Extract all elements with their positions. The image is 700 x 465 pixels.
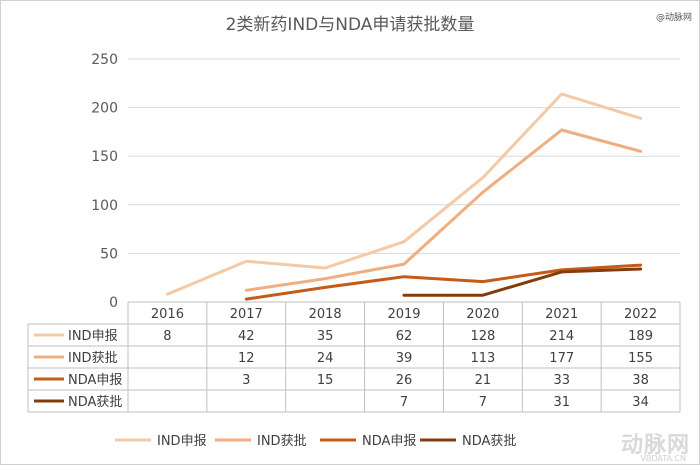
- table-cell-value: 31: [553, 395, 570, 410]
- x-tick-label: 2019: [387, 307, 420, 322]
- series-line: [402, 267, 643, 297]
- table-cell-value: 15: [317, 373, 334, 388]
- table-row-label: IND申报: [68, 329, 118, 344]
- x-tick-label: 2016: [151, 307, 184, 322]
- x-tick-label: 2022: [624, 307, 657, 322]
- series-line: [244, 128, 643, 292]
- watermark-url: VBDATA.CN: [640, 454, 686, 463]
- table-row-label: NDA申报: [68, 373, 122, 388]
- table-cell-value: 34: [632, 395, 649, 410]
- legend-label: IND申报: [157, 434, 207, 449]
- y-tick-label: 200: [91, 101, 118, 117]
- table-cell-value: 24: [317, 351, 334, 366]
- table-cell-value: 26: [396, 373, 413, 388]
- y-tick-label: 250: [91, 52, 118, 68]
- table-cell-value: 33: [553, 373, 570, 388]
- table-cell-value: 12: [238, 351, 255, 366]
- table-cell-value: 7: [400, 395, 408, 410]
- series-line: [165, 92, 643, 296]
- chart-title: 2类新药IND与NDA申请获批数量: [225, 15, 475, 35]
- legend-label: NDA申报: [362, 434, 416, 449]
- table-cell-value: 21: [475, 373, 492, 388]
- table-row-label: IND获批: [68, 351, 118, 366]
- y-tick-label: 0: [109, 295, 118, 311]
- x-tick-label: 2018: [309, 307, 342, 322]
- table-cell-value: 39: [396, 351, 413, 366]
- table-cell-value: 128: [470, 329, 495, 344]
- table-row-label: NDA获批: [68, 395, 122, 410]
- x-tick-label: 2021: [545, 307, 578, 322]
- legend-label: NDA获批: [462, 434, 516, 449]
- table-cell-value: 155: [628, 351, 653, 366]
- table-cell-value: 38: [632, 373, 649, 388]
- table-cell-value: 42: [238, 329, 255, 344]
- x-tick-label: 2020: [466, 307, 499, 322]
- x-tick-label: 2017: [230, 307, 263, 322]
- source-label: @动脉网: [655, 13, 692, 23]
- table-cell-value: 113: [470, 351, 495, 366]
- table-cell-value: 7: [479, 395, 487, 410]
- series-line: [244, 263, 643, 301]
- table-cell-value: 62: [396, 329, 413, 344]
- y-tick-label: 100: [91, 198, 118, 214]
- y-tick-label: 50: [100, 246, 118, 262]
- legend-label: IND获批: [257, 434, 307, 449]
- table-cell-value: 214: [549, 329, 574, 344]
- table-cell-value: 3: [242, 373, 250, 388]
- table-cell-value: 189: [628, 329, 653, 344]
- y-tick-label: 150: [91, 149, 118, 165]
- table-cell-value: 35: [317, 329, 334, 344]
- table-cell-value: 177: [549, 351, 574, 366]
- table-cell-value: 8: [163, 329, 171, 344]
- watermark-logo: 动脉网: [620, 433, 690, 458]
